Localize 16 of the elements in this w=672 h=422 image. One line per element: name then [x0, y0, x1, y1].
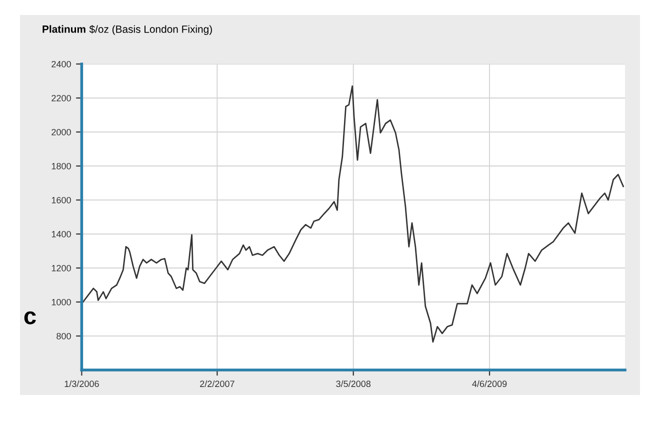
- y-tick-label: 1400: [52, 230, 71, 238]
- x-tick-label: 2/2/2007: [200, 380, 234, 388]
- chart-title: Platinum: [42, 25, 86, 33]
- x-tick-label: 4/6/2009: [472, 380, 507, 388]
- y-tick-label: 1600: [52, 196, 71, 204]
- y-tick-label: 2200: [52, 94, 71, 102]
- text: c: [24, 311, 36, 324]
- y-tick-label: 2000: [52, 128, 71, 136]
- y-tick-label: 1200: [52, 264, 71, 272]
- x-tick-label: 1/3/2006: [64, 380, 99, 388]
- y-tick-label: 2400: [52, 60, 71, 68]
- chart-subtitle: $/oz (Basis London Fixing): [89, 25, 212, 35]
- y-tick-label: 1000: [52, 298, 71, 306]
- y-tick-label: 1800: [52, 162, 71, 170]
- y-tick-label: 800: [56, 332, 71, 340]
- x-tick-label: 3/5/2008: [336, 380, 371, 388]
